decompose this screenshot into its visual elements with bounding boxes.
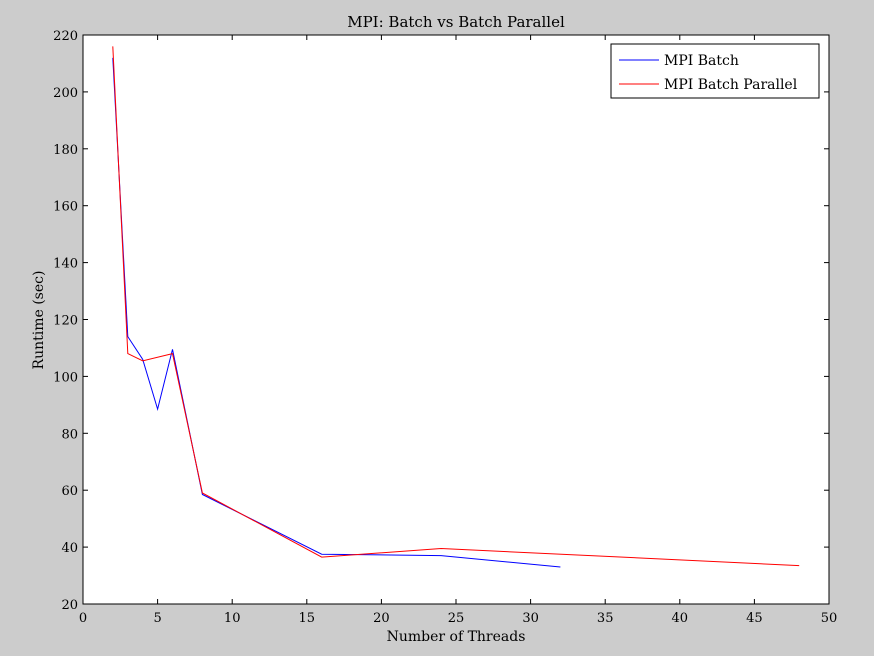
y-tick-label: 80 [61, 427, 78, 442]
y-axis-label: Runtime (sec) [31, 271, 47, 370]
plot-area [82, 34, 830, 605]
y-tick-label: 120 [53, 314, 78, 329]
y-tick-label: 60 [61, 484, 78, 499]
x-tick-label: 25 [448, 611, 465, 626]
legend-label-mpi-batch-parallel: MPI Batch Parallel [664, 77, 798, 93]
x-axis-label: Number of Threads [387, 629, 526, 645]
x-tick-label: 45 [746, 611, 763, 626]
x-tick-label: 30 [522, 611, 539, 626]
axis-ticks: 0 5 10 15 20 25 30 35 40 45 50 20 40 60 80 100 120 140 160… [53, 29, 837, 626]
x-tick-label: 10 [224, 611, 241, 626]
y-tick-label: 200 [53, 86, 78, 101]
y-tick-label: 20 [61, 598, 78, 613]
y-tick-label: 180 [53, 143, 78, 158]
y-tick-label: 140 [53, 257, 78, 272]
x-tick-label: 50 [821, 611, 838, 626]
x-tick-label: 0 [79, 611, 87, 626]
y-tick-label: 100 [53, 370, 78, 385]
x-tick-label: 20 [373, 611, 390, 626]
legend-box [610, 43, 820, 99]
y-tick-label: 160 [53, 200, 78, 215]
y-tick-label: 40 [61, 541, 78, 556]
y-tick-label: 220 [53, 29, 78, 44]
legend-label-mpi-batch: MPI Batch [664, 53, 739, 69]
x-tick-label: 35 [597, 611, 614, 626]
x-tick-label: 15 [299, 611, 316, 626]
series-line-mpi-batch [112, 57, 561, 568]
legend: MPI Batch MPI Batch Parallel [610, 43, 820, 99]
chart-title: MPI: Batch vs Batch Parallel [347, 13, 565, 31]
series-layer [112, 46, 800, 568]
x-tick-label: 5 [153, 611, 161, 626]
x-tick-label: 40 [672, 611, 689, 626]
series-line-mpi-batch-parallel [112, 46, 800, 567]
